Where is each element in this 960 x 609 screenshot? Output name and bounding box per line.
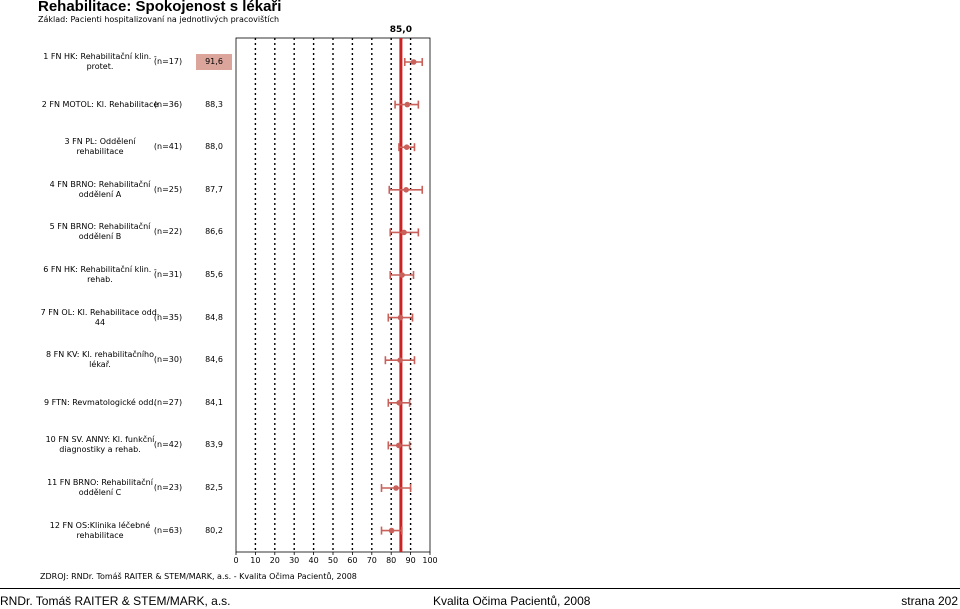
row-value: 84,8 — [205, 312, 223, 322]
data-point — [403, 144, 410, 150]
x-tick-label: 10 — [250, 556, 260, 565]
x-tick-label: 80 — [386, 556, 396, 565]
footer-author: RNDr. Tomáš RAITER & STEM/MARK, a.s. — [0, 594, 231, 608]
row-sample-size: (n=35) — [153, 312, 183, 322]
row-value: 82,5 — [205, 483, 223, 492]
data-point — [388, 527, 395, 534]
row-sample-size: (n=27) — [153, 397, 183, 407]
row-label: 5 FN BRNO: Rehabilitační oddělení B — [49, 222, 151, 242]
dot-interval-chart: 0 10 20 30 40 50 60 70 80 90 100 85,0 — [233, 25, 437, 565]
row-value: 84,1 — [205, 397, 223, 407]
x-tick-label: 20 — [270, 556, 280, 565]
row-label: 11 FN BRNO: Rehabilitační oddělení C — [47, 478, 153, 497]
row-value: 86,6 — [205, 227, 223, 237]
x-tick-label: 70 — [367, 556, 377, 565]
row-sample-size: (n=36) — [153, 99, 183, 109]
data-point — [410, 59, 417, 65]
reference-label: 85,0 — [390, 25, 412, 35]
row-sample-size: (n=63) — [153, 525, 183, 535]
row-label: 6 FN HK: Rehabilitační klin. - rehab. — [43, 265, 157, 284]
row-sample-size: (n=42) — [153, 440, 183, 450]
row-value: 83,9 — [205, 440, 223, 450]
page-footer: RNDr. Tomáš RAITER & STEM/MARK, a.s. Kva… — [0, 588, 960, 609]
data-point — [404, 101, 411, 108]
row-value: 80,2 — [205, 525, 223, 535]
row-sample-size: (n=22) — [153, 227, 183, 237]
data-point — [397, 357, 403, 364]
x-tick-label: 100 — [422, 556, 437, 565]
row-value: 87,7 — [205, 184, 223, 194]
data-point — [397, 314, 404, 321]
row-label: 10 FN SV. ANNY: Kl. funkční diagnostiky … — [45, 435, 155, 455]
row-sample-size: (n=31) — [153, 270, 183, 279]
row-label: 12 FN OS:Klinika léčebné rehabilitace — [49, 520, 151, 540]
footer-publication: Kvalita Očima Pacientů, 2008 — [433, 594, 591, 608]
row-label: 3 FN PL: Oddělení rehabilitace — [64, 137, 136, 157]
row-value: 88,3 — [205, 99, 223, 109]
page-title: Rehabilitace: Spokojenost s lékaři — [38, 0, 282, 15]
data-point — [396, 400, 402, 406]
page-subtitle: Základ: Pacienti hospitalizovaní na jedn… — [38, 15, 280, 24]
row-value: 84,6 — [205, 355, 223, 365]
data-point — [401, 229, 407, 236]
x-tick-label: 90 — [406, 556, 416, 565]
row-sample-size: (n=25) — [153, 184, 183, 194]
x-tick-label: 60 — [347, 556, 357, 565]
row-label: 8 FN KV: Kl. rehabilitačního lékař. — [45, 350, 155, 370]
data-point — [395, 442, 402, 449]
source-note: ZDROJ: RNDr. Tomáš RAITER & STEM/MARK, a… — [40, 572, 357, 581]
x-tick-label: 50 — [328, 556, 338, 565]
row-sample-size: (n=23) — [153, 483, 183, 492]
x-tick-label: 30 — [289, 556, 299, 565]
row-label: 4 FN BRNO: Rehabilitační oddělení A — [49, 179, 151, 199]
row-label: 2 FN MOTOL: Kl. Rehabilitace — [41, 99, 159, 109]
x-tick-label: 40 — [309, 556, 319, 565]
row-sample-size: (n=41) — [153, 142, 183, 152]
row-label: 1 FN HK: Rehabilitační klin. - protet. — [43, 52, 157, 71]
row-value: 85,6 — [205, 270, 223, 279]
row-sample-size: (n=17) — [153, 57, 183, 66]
data-point — [403, 187, 409, 193]
data-point — [399, 272, 405, 278]
row-label: 7 FN OL: Kl. Rehabilitace odd. 44 — [40, 307, 160, 327]
data-point — [393, 485, 399, 491]
x-tick-label: 0 — [233, 556, 238, 565]
row-value: 91,6 — [196, 54, 232, 70]
footer-page-number: strana 202 — [901, 594, 958, 608]
row-sample-size: (n=30) — [153, 355, 183, 365]
row-label: 9 FTN: Revmatologické odd. — [43, 397, 156, 407]
row-value: 88,0 — [205, 142, 223, 152]
